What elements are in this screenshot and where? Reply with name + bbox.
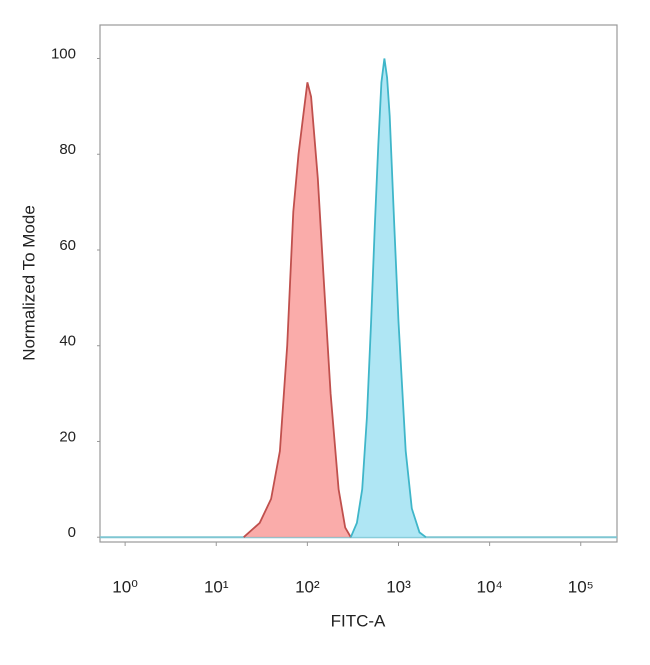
area-line bbox=[349, 58, 427, 538]
y-tick-label: 0 bbox=[68, 524, 76, 541]
x-tick-label: 10⁵ bbox=[568, 577, 594, 596]
y-tick-label: 80 bbox=[59, 141, 76, 158]
y-tick-label: 20 bbox=[59, 428, 76, 445]
area-line bbox=[243, 82, 352, 538]
x-tick-label: 10⁴ bbox=[477, 577, 503, 596]
x-tick-label: 10³ bbox=[386, 577, 411, 596]
y-tick-label: 100 bbox=[51, 45, 76, 62]
area-fill bbox=[243, 82, 351, 538]
x-tick-label: 10² bbox=[295, 577, 320, 596]
x-tick-label: 10⁰ bbox=[112, 577, 138, 596]
y-tick-label: 40 bbox=[59, 333, 76, 350]
x-tick-label: 10¹ bbox=[204, 577, 229, 596]
x-axis-title: FITC-A bbox=[331, 611, 386, 630]
plot-frame bbox=[99, 24, 618, 543]
y-tick-label: 60 bbox=[59, 237, 76, 254]
area-fill bbox=[350, 58, 426, 538]
y-axis-title: Normalized To Mode bbox=[19, 205, 38, 361]
